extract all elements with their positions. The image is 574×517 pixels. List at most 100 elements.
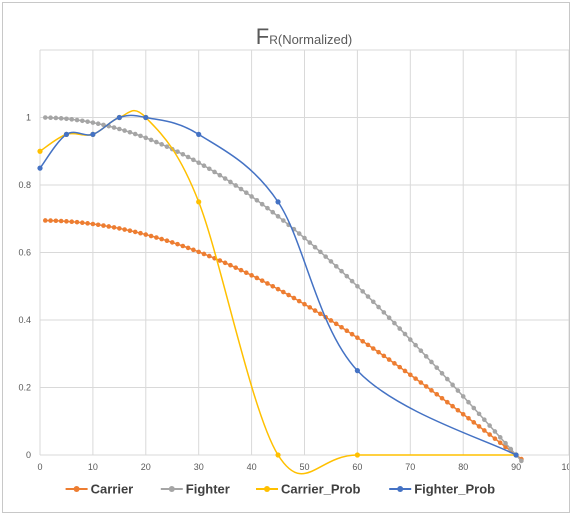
legend-item: Fighter bbox=[160, 482, 230, 497]
data-point bbox=[370, 346, 376, 351]
data-point bbox=[127, 228, 133, 233]
y-tick-label: 1 bbox=[26, 113, 31, 123]
data-point bbox=[418, 380, 424, 385]
series-line bbox=[45, 116, 522, 462]
data-point bbox=[191, 247, 196, 253]
data-point bbox=[111, 125, 117, 130]
data-point bbox=[312, 244, 318, 250]
data-point bbox=[487, 423, 492, 428]
data-point bbox=[354, 452, 360, 458]
data-point bbox=[117, 226, 122, 231]
data-point bbox=[466, 399, 471, 405]
data-point bbox=[460, 394, 466, 399]
legend-label: Carrier_Prob bbox=[281, 482, 361, 497]
data-point bbox=[497, 440, 503, 446]
data-point bbox=[439, 395, 445, 401]
data-point bbox=[254, 197, 260, 203]
title-subscript: R bbox=[269, 33, 278, 47]
data-point bbox=[90, 221, 96, 227]
data-point bbox=[286, 292, 291, 298]
data-point bbox=[355, 335, 360, 341]
legend-marker-icon bbox=[73, 486, 80, 492]
data-point bbox=[201, 163, 207, 169]
data-point bbox=[434, 391, 440, 397]
data-point bbox=[233, 183, 239, 188]
legend: Carrier Fighter Carrier_Prob Fighter_Prob bbox=[65, 482, 495, 497]
data-point bbox=[265, 205, 270, 211]
data-point bbox=[154, 139, 159, 145]
x-tick-label: 10 bbox=[88, 462, 98, 472]
data-point bbox=[349, 278, 355, 284]
data-point bbox=[418, 348, 424, 354]
data-point bbox=[95, 222, 101, 228]
y-tick-label: 0.8 bbox=[18, 180, 31, 190]
data-point bbox=[37, 148, 43, 154]
data-point bbox=[476, 411, 482, 417]
data-point bbox=[302, 301, 307, 307]
data-point bbox=[196, 199, 202, 205]
data-point bbox=[439, 371, 445, 376]
series-carrier-prob bbox=[37, 109, 519, 475]
data-point bbox=[429, 388, 434, 393]
data-point bbox=[143, 232, 149, 237]
data-point bbox=[434, 365, 440, 370]
data-point bbox=[249, 194, 254, 199]
data-point bbox=[48, 115, 53, 121]
axes: 0 10 20 30 40 50 60 70 80 90 100 0 0.2 0.4 0.6 0.8 1 bbox=[18, 113, 569, 473]
data-point bbox=[159, 236, 164, 242]
y-tick-label: 0 bbox=[26, 450, 31, 460]
data-point bbox=[376, 304, 381, 310]
data-point bbox=[95, 121, 101, 127]
data-point bbox=[370, 299, 376, 305]
data-point bbox=[222, 260, 228, 266]
data-point bbox=[58, 116, 64, 121]
data-point bbox=[275, 214, 281, 219]
data-point bbox=[164, 144, 170, 149]
data-point bbox=[90, 120, 96, 125]
data-point bbox=[196, 160, 201, 166]
data-point bbox=[85, 221, 90, 226]
data-point bbox=[281, 289, 286, 295]
data-point bbox=[307, 240, 313, 245]
data-point bbox=[69, 117, 75, 122]
series-carrier bbox=[42, 218, 524, 462]
data-point bbox=[37, 165, 43, 171]
data-point bbox=[138, 133, 143, 139]
x-tick-label: 70 bbox=[405, 462, 415, 472]
data-point bbox=[519, 458, 524, 464]
legend-item: Carrier_Prob bbox=[256, 482, 361, 497]
data-point bbox=[386, 357, 392, 362]
data-point bbox=[132, 131, 138, 137]
data-point bbox=[238, 186, 244, 192]
data-point bbox=[159, 142, 164, 147]
data-point bbox=[270, 283, 276, 289]
data-point bbox=[312, 308, 318, 313]
data-point bbox=[148, 137, 154, 143]
data-point bbox=[143, 135, 149, 141]
data-point bbox=[148, 233, 154, 239]
x-tick-label: 100 bbox=[561, 462, 569, 472]
legend-label: Fighter_Prob bbox=[414, 482, 495, 497]
x-tick-label: 20 bbox=[141, 462, 151, 472]
data-point bbox=[408, 372, 413, 378]
data-point bbox=[80, 118, 85, 124]
x-tick-label: 40 bbox=[247, 462, 257, 472]
data-point bbox=[275, 199, 281, 205]
y-tick-label: 0.4 bbox=[18, 315, 31, 325]
data-point bbox=[122, 227, 127, 232]
data-point bbox=[503, 440, 508, 446]
data-point bbox=[413, 342, 418, 348]
data-point bbox=[460, 411, 466, 417]
data-point bbox=[64, 219, 69, 224]
data-point bbox=[42, 115, 48, 120]
data-point bbox=[471, 420, 477, 425]
data-point bbox=[471, 405, 477, 411]
data-point bbox=[270, 209, 276, 215]
data-point bbox=[106, 224, 112, 229]
data-point bbox=[402, 368, 408, 374]
data-point bbox=[466, 416, 471, 421]
data-point bbox=[228, 179, 233, 185]
data-point bbox=[445, 399, 450, 405]
data-point bbox=[344, 328, 350, 334]
data-point bbox=[381, 310, 387, 315]
